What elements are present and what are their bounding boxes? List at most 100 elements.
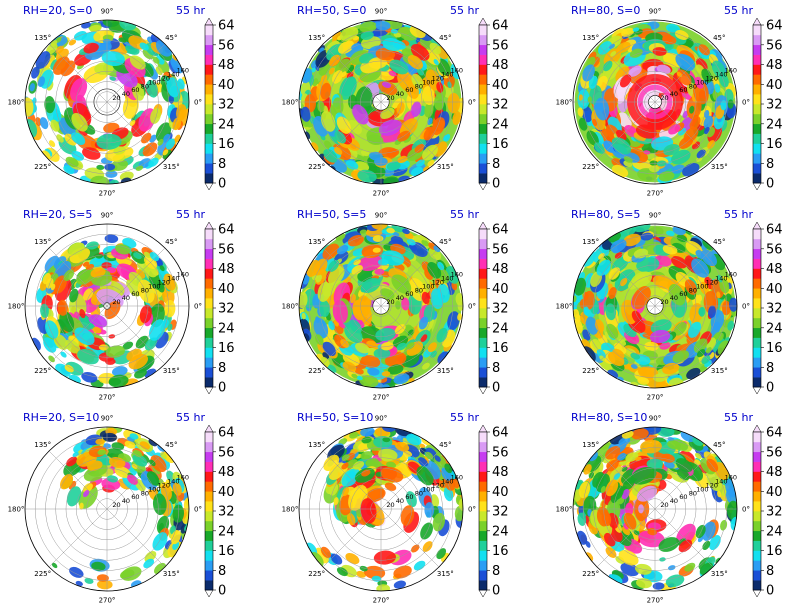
precip-cell bbox=[416, 67, 425, 76]
colorbar-segment bbox=[205, 229, 213, 240]
precip-cell bbox=[395, 300, 401, 310]
azimuth-label: 315° bbox=[163, 163, 180, 171]
azimuth-label: 225° bbox=[34, 570, 51, 578]
precip-cell bbox=[413, 560, 426, 571]
azimuth-line bbox=[596, 247, 656, 307]
colorbar-segment bbox=[479, 347, 487, 358]
colorbar-segment bbox=[205, 143, 213, 154]
colorbar-tick-label: 32 bbox=[492, 505, 509, 520]
colorbar-tick-label: 56 bbox=[218, 242, 235, 257]
colorbar-segment bbox=[753, 520, 761, 532]
precip-cell bbox=[83, 42, 99, 54]
precip-cell bbox=[146, 80, 158, 98]
precip-cell bbox=[605, 446, 621, 460]
precip-cell bbox=[131, 463, 138, 470]
radius-label: 40 bbox=[122, 90, 130, 98]
precip-cell bbox=[109, 179, 119, 184]
azimuth-label: 270° bbox=[373, 597, 390, 605]
precip-cell bbox=[364, 565, 386, 580]
precip-cell bbox=[317, 100, 325, 113]
precip-cell bbox=[603, 140, 615, 152]
colorbar-tick-label: 40 bbox=[492, 282, 509, 297]
panel-title: RH=20, S=10 bbox=[23, 411, 99, 424]
precip-cell bbox=[585, 316, 599, 335]
precip-cell bbox=[349, 293, 356, 304]
colorbar-segment bbox=[479, 501, 487, 512]
colorbar-segment bbox=[205, 113, 213, 125]
colorbar-tick-label: 8 bbox=[218, 564, 226, 579]
azimuth-label: 0° bbox=[194, 99, 202, 107]
precip-cell bbox=[63, 269, 75, 282]
colorbar-tick-label: 0 bbox=[492, 381, 500, 396]
colorbar-tick-label: 48 bbox=[492, 465, 509, 480]
precip-cell bbox=[373, 31, 382, 37]
colorbar-extend-bottom bbox=[752, 386, 762, 395]
radius-label: 40 bbox=[396, 90, 404, 98]
precip-cell bbox=[643, 150, 651, 155]
precip-cell bbox=[359, 375, 379, 388]
colorbar-tick-label: 8 bbox=[218, 157, 226, 172]
precip-cell bbox=[701, 249, 717, 267]
colorbar-segment bbox=[753, 377, 761, 388]
radius-label: 140 bbox=[715, 275, 727, 283]
precip-cell bbox=[662, 244, 678, 255]
colorbar-tick-label: 8 bbox=[766, 361, 774, 376]
azimuth-label: 90° bbox=[649, 415, 661, 423]
colorbar-tick-label: 0 bbox=[492, 584, 500, 599]
colorbar-tick-label: 64 bbox=[492, 223, 509, 238]
precip-cell bbox=[701, 521, 716, 541]
colorbar-segment bbox=[205, 94, 213, 105]
colorbar-segment bbox=[753, 317, 761, 329]
precip-cell bbox=[347, 234, 364, 247]
azimuth-label: 135° bbox=[582, 238, 599, 246]
precip-cell bbox=[583, 464, 592, 475]
precip-cell bbox=[71, 113, 88, 132]
azimuth-label: 225° bbox=[308, 163, 325, 171]
precip-cell bbox=[577, 107, 584, 117]
precip-cell bbox=[631, 224, 651, 233]
colorbar-segment bbox=[753, 153, 761, 164]
precip-cell bbox=[427, 159, 435, 167]
precip-cell bbox=[410, 242, 428, 257]
precip-cell bbox=[380, 107, 395, 120]
precip-cell bbox=[662, 362, 680, 375]
precip-cell bbox=[170, 530, 181, 545]
precip-cell bbox=[605, 303, 617, 321]
precip-cell bbox=[347, 120, 362, 135]
colorbar-segment bbox=[753, 104, 761, 115]
precip-cell bbox=[64, 364, 74, 373]
precip-cell bbox=[378, 119, 402, 136]
radius-label: 140 bbox=[441, 275, 453, 283]
panel: 90°45°0°315°270°225°180°135°20 40 60 80 1001… bbox=[8, 208, 235, 402]
precip-cell bbox=[172, 117, 182, 131]
radius-label: 20 bbox=[660, 501, 668, 509]
precip-cell bbox=[707, 140, 715, 149]
precip-cell bbox=[429, 42, 442, 55]
precip-cell bbox=[614, 252, 623, 259]
radius-label: 60 bbox=[679, 86, 687, 94]
precip-cell bbox=[352, 104, 369, 125]
precip-cell bbox=[586, 130, 599, 146]
precip-cell bbox=[622, 478, 635, 491]
colorbar-tick-label: 56 bbox=[492, 445, 509, 460]
precip-cell bbox=[152, 493, 167, 516]
radius-label: 20 bbox=[386, 94, 394, 102]
panel: 90°45°0°315°270°225°180°135°20 40 60 80 1001… bbox=[282, 411, 509, 605]
colorbar-tick-label: 48 bbox=[766, 262, 783, 277]
colorbar-tick-label: 32 bbox=[766, 505, 783, 520]
colorbar-segment bbox=[479, 104, 487, 115]
radius-label: 100 bbox=[696, 485, 708, 493]
precip-cell bbox=[410, 544, 420, 553]
precip-cell bbox=[328, 320, 335, 331]
precip-cell bbox=[727, 320, 735, 331]
precip-cell bbox=[716, 291, 721, 299]
precip-cell bbox=[163, 133, 171, 143]
azimuth-label: 180° bbox=[8, 506, 25, 514]
precip-cell bbox=[352, 488, 363, 500]
precip-cell bbox=[341, 71, 347, 78]
precip-cell bbox=[40, 303, 49, 318]
precip-cell bbox=[438, 268, 450, 284]
colorbar-tick-label: 24 bbox=[492, 524, 509, 539]
precip-cell bbox=[35, 117, 42, 127]
